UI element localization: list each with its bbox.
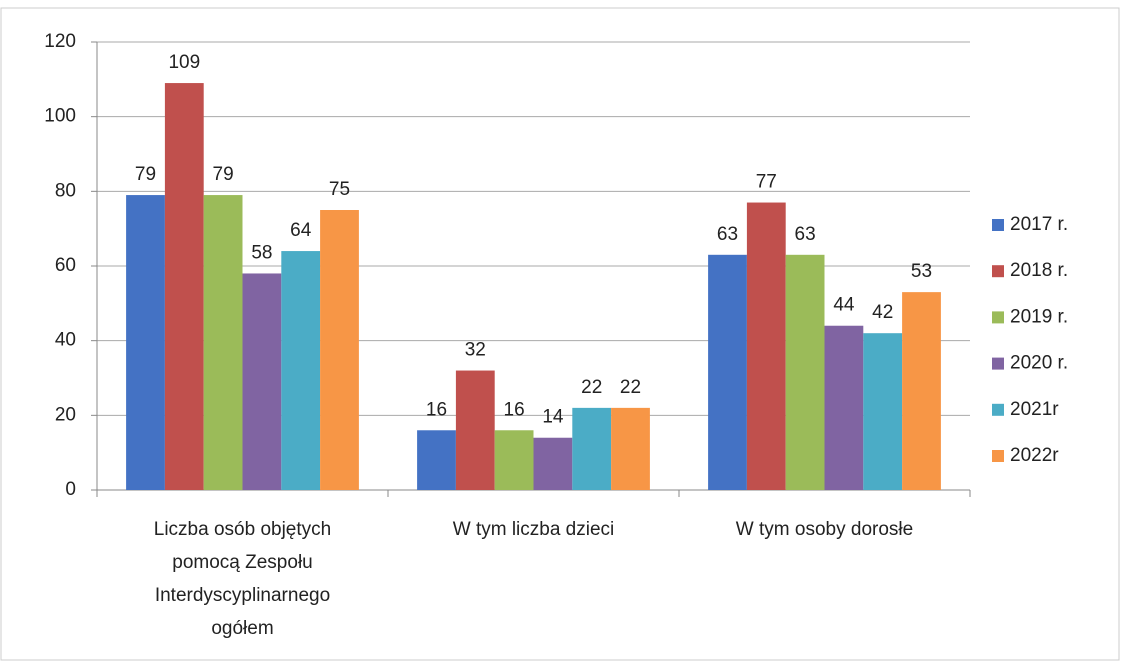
bar: [572, 407, 612, 490]
bar: [785, 254, 825, 490]
value-label: 79: [213, 164, 234, 185]
bar: [281, 251, 321, 490]
bar: [494, 430, 534, 490]
legend-swatch: [992, 357, 1004, 370]
y-tick-label: 120: [44, 31, 76, 52]
x-tick-label: Liczba osób objętych pomocą Zespołu Interd…: [154, 519, 331, 639]
y-tick-label: 80: [55, 180, 76, 201]
value-label: 53: [911, 261, 932, 282]
bar: [126, 195, 165, 491]
bar: [746, 202, 786, 491]
bar: [242, 273, 282, 490]
value-label: 44: [833, 295, 855, 316]
value-label: 16: [504, 399, 525, 420]
legend-label: 2020 r.: [1010, 353, 1068, 374]
y-tick-label: 40: [55, 330, 76, 351]
value-label: 63: [717, 224, 738, 245]
value-label: 109: [168, 52, 200, 73]
bar: [611, 407, 650, 490]
legend-swatch: [992, 403, 1004, 416]
legend-swatch: [992, 450, 1004, 462]
value-label: 16: [426, 399, 447, 420]
bar: [320, 210, 359, 490]
value-label: 42: [872, 302, 893, 323]
bar: [824, 325, 864, 490]
value-label: 22: [620, 377, 641, 398]
y-tick-label: 60: [55, 255, 76, 276]
value-label: 58: [251, 242, 272, 263]
legend-swatch: [992, 265, 1004, 278]
value-label: 64: [290, 220, 312, 241]
bar: [417, 430, 456, 490]
y-tick-label: 100: [44, 106, 76, 127]
legend-label: 2018 r.: [1010, 260, 1068, 281]
value-label: 75: [329, 179, 350, 200]
value-label: 32: [465, 340, 486, 361]
legend-swatch: [992, 219, 1004, 231]
bar: [203, 195, 243, 491]
value-label: 77: [756, 172, 777, 193]
bar: [902, 292, 941, 490]
legend-label: 2021r: [1010, 399, 1059, 420]
legend-swatch: [992, 311, 1004, 324]
legend-label: 2022r: [1010, 445, 1059, 466]
value-label: 22: [581, 377, 602, 398]
y-tick-label: 20: [55, 404, 76, 425]
y-tick-label: 0: [65, 479, 76, 500]
legend-label: 2019 r.: [1010, 306, 1068, 327]
bar: [164, 83, 204, 491]
value-label: 63: [795, 224, 816, 245]
bar: [863, 333, 903, 490]
x-tick-label: W tym liczba dzieci: [453, 519, 615, 540]
bar: [533, 437, 573, 490]
bar: [708, 254, 747, 490]
bar: [455, 370, 495, 490]
value-label: 79: [135, 164, 156, 185]
value-label: 14: [542, 407, 564, 428]
legend-label: 2017 r.: [1010, 214, 1068, 235]
x-tick-label: W tym osoby dorosłe: [736, 519, 913, 540]
